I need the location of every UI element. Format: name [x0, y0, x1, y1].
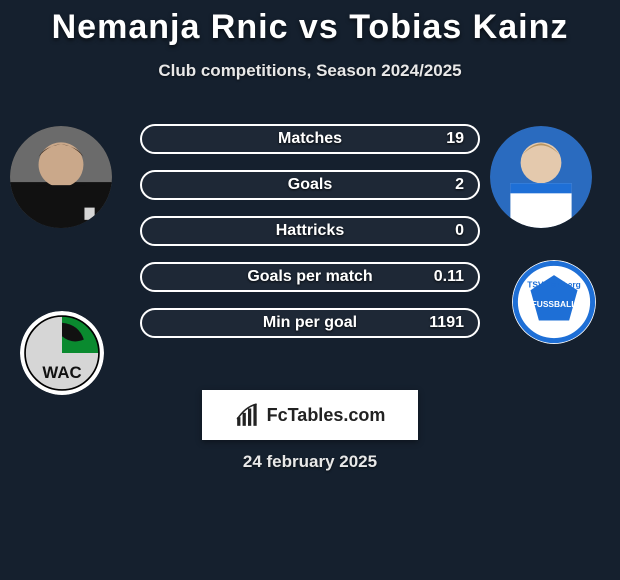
stats-container: Matches 19 Goals 2 Hattricks 0 Goals per…	[140, 124, 480, 354]
player-photo-right	[490, 126, 592, 228]
chart-icon	[235, 402, 261, 428]
avatar-right-icon	[490, 126, 592, 228]
stat-row-min-per-goal: Min per goal 1191	[140, 308, 480, 338]
wac-logo-icon: WAC	[20, 311, 104, 395]
avatar-left-icon	[10, 126, 112, 228]
stat-row-goals-per-match: Goals per match 0.11	[140, 262, 480, 292]
subtitle: Club competitions, Season 2024/2025	[0, 61, 620, 81]
stat-label: Matches	[142, 130, 478, 148]
player-photo-left	[10, 126, 112, 228]
stat-label: Goals	[142, 176, 478, 194]
stat-value-right: 2	[455, 176, 464, 194]
svg-text:WAC: WAC	[42, 363, 81, 382]
stat-value-right: 0.11	[434, 268, 464, 286]
stat-row-hattricks: Hattricks 0	[140, 216, 480, 246]
club-logo-left: WAC	[20, 311, 104, 395]
stat-label: Hattricks	[142, 222, 478, 240]
brand-box: FcTables.com	[202, 390, 418, 440]
stat-value-right: 0	[455, 222, 464, 240]
page-title: Nemanja Rnic vs Tobias Kainz	[0, 0, 620, 47]
svg-text:TSV Hartberg: TSV Hartberg	[527, 280, 581, 290]
stat-label: Min per goal	[142, 314, 478, 332]
stat-value-right: 19	[446, 130, 464, 148]
stat-label: Goals per match	[142, 268, 478, 286]
svg-text:FUSSBALL: FUSSBALL	[532, 299, 577, 309]
hartberg-logo-icon: TSV Hartberg FUSSBALL	[512, 260, 596, 344]
brand-text: FcTables.com	[267, 405, 386, 426]
date: 24 february 2025	[0, 452, 620, 472]
stat-row-matches: Matches 19	[140, 124, 480, 154]
club-logo-right: TSV Hartberg FUSSBALL	[512, 260, 596, 344]
stat-value-right: 1191	[429, 314, 464, 332]
stat-row-goals: Goals 2	[140, 170, 480, 200]
